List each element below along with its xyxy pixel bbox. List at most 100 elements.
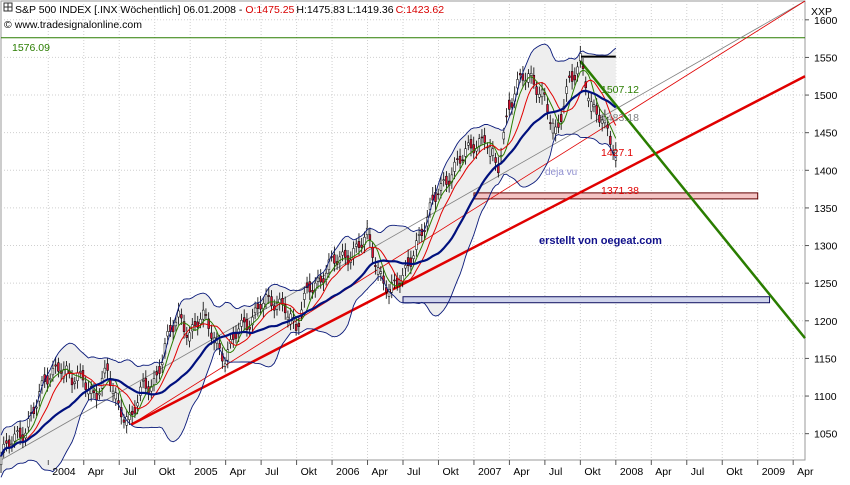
open-value: O:1475.25 bbox=[245, 4, 294, 16]
candle-body bbox=[177, 310, 180, 318]
y-tick-label: 1250 bbox=[814, 278, 838, 290]
candle-body bbox=[346, 255, 350, 265]
candle-body bbox=[51, 368, 55, 376]
candle-body bbox=[57, 362, 60, 372]
candle-body bbox=[559, 114, 563, 122]
moving-average-long bbox=[0, 89, 617, 457]
candle-body bbox=[319, 275, 322, 283]
candle-body bbox=[234, 333, 238, 339]
x-tick-label: Apr bbox=[230, 466, 247, 478]
candle-body bbox=[464, 148, 467, 157]
candle-body bbox=[193, 321, 197, 326]
support-zone-1371 bbox=[473, 192, 759, 200]
bollinger-upper bbox=[0, 43, 617, 436]
candle-body bbox=[18, 427, 22, 438]
thin-channel-line-gray bbox=[0, 0, 806, 461]
candle-body bbox=[598, 114, 601, 123]
candle-body bbox=[595, 105, 598, 115]
candle-body bbox=[92, 390, 96, 393]
candle-body bbox=[439, 183, 443, 191]
y-tick-label: 1150 bbox=[814, 353, 837, 365]
candle-body bbox=[133, 407, 137, 414]
candle-body bbox=[456, 158, 459, 160]
candle-body bbox=[568, 75, 571, 78]
x-tick-label: 2006 bbox=[336, 466, 360, 478]
candle-body bbox=[491, 148, 495, 156]
resistance-label: 1576.09 bbox=[12, 42, 50, 54]
x-tick-label: 2004 bbox=[52, 466, 76, 478]
candle-body bbox=[166, 331, 169, 337]
candle-body bbox=[130, 410, 134, 415]
candle-body bbox=[256, 303, 260, 309]
candle-body bbox=[467, 142, 470, 146]
candle-body bbox=[472, 144, 475, 154]
price-zones bbox=[402, 55, 771, 304]
candle-body bbox=[606, 124, 609, 129]
bollinger-band-area bbox=[1, 44, 616, 478]
x-tick-label: 2008 bbox=[620, 466, 644, 478]
candle-body bbox=[182, 321, 186, 332]
x-tick-label: Okt bbox=[726, 466, 742, 478]
candle-body bbox=[379, 271, 383, 274]
candle-body bbox=[477, 138, 481, 147]
y-tick-label: 1050 bbox=[814, 429, 838, 441]
candle-body bbox=[286, 316, 290, 321]
y-tick-label: 1550 bbox=[814, 52, 838, 64]
y-tick-label: 1450 bbox=[814, 128, 838, 140]
candle-body bbox=[158, 366, 161, 374]
candle-body bbox=[240, 320, 243, 327]
copyright-text: www.tradesignalonline.com bbox=[14, 19, 142, 31]
moving-average-short bbox=[0, 69, 617, 457]
candle-body bbox=[84, 382, 87, 390]
candle-body bbox=[248, 326, 251, 330]
candle-body bbox=[308, 281, 311, 293]
candle-body bbox=[374, 265, 377, 267]
candle-body bbox=[202, 309, 205, 320]
deja-vu-label: deja vu bbox=[545, 167, 577, 178]
candle-body bbox=[10, 443, 14, 446]
candle-body bbox=[117, 400, 120, 404]
close-value: C:1423.62 bbox=[396, 4, 445, 16]
y-tick-label: 1600 bbox=[814, 15, 838, 27]
candle-body bbox=[494, 157, 497, 163]
candle-body bbox=[27, 418, 30, 428]
candle-body bbox=[237, 328, 240, 335]
candle-body bbox=[540, 89, 544, 98]
candle-body bbox=[79, 371, 82, 373]
x-tick-label: Okt bbox=[442, 466, 458, 478]
x-tick-label: Apr bbox=[513, 466, 530, 478]
candle-body bbox=[549, 122, 552, 124]
candle-body bbox=[35, 406, 38, 409]
header-marker-icon bbox=[3, 2, 13, 12]
candle-body bbox=[70, 377, 74, 386]
candle-body bbox=[155, 371, 158, 376]
x-tick-label: Apr bbox=[88, 466, 105, 478]
indicator-lines bbox=[0, 43, 617, 478]
chart-title: S&P 500 INDEX [.INX Wöchentlich] 06.01.2… bbox=[15, 4, 444, 16]
candle-body bbox=[73, 381, 76, 384]
candle-body bbox=[316, 277, 320, 282]
candle-body bbox=[139, 386, 142, 396]
candle-body bbox=[196, 321, 199, 328]
candle-body bbox=[355, 243, 358, 247]
candle-body bbox=[7, 439, 11, 448]
x-tick-label: Okt bbox=[584, 466, 600, 478]
x-tick-label: Apr bbox=[372, 466, 389, 478]
candle-body bbox=[603, 116, 607, 124]
candle-body bbox=[420, 228, 424, 236]
y-tick-label: 1300 bbox=[814, 241, 838, 253]
candle-body bbox=[333, 254, 336, 264]
candle-body bbox=[136, 402, 139, 407]
copyright-icon: © bbox=[4, 19, 12, 31]
bollinger-band-fill bbox=[1, 44, 616, 478]
candle-body bbox=[412, 255, 415, 259]
candle-body bbox=[518, 73, 522, 76]
candle-body bbox=[535, 86, 538, 95]
candle-body bbox=[223, 363, 227, 367]
candle-body bbox=[114, 392, 117, 400]
x-tick-label: Jul bbox=[407, 466, 420, 478]
candle-body bbox=[294, 324, 298, 331]
candle-body bbox=[267, 295, 270, 297]
candle-body bbox=[0, 455, 3, 466]
